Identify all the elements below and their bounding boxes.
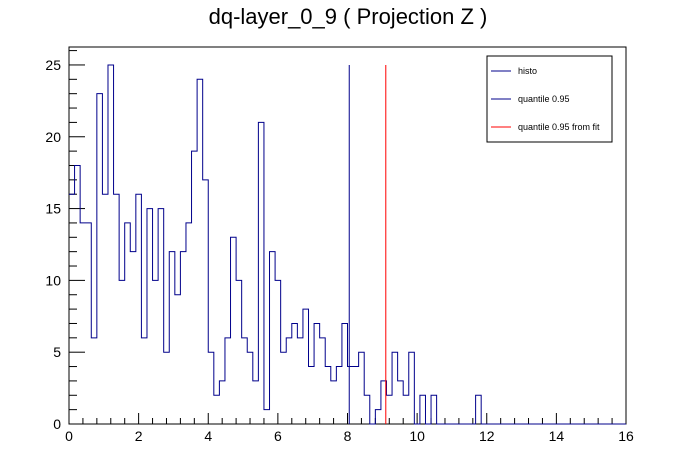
x-tick-label: 6	[274, 428, 282, 444]
x-tick-label: 10	[409, 428, 425, 444]
x-tick-label: 2	[135, 428, 143, 444]
legend-label-quantile-fit: quantile 0.95 from fit	[518, 122, 600, 132]
x-tick-label: 8	[344, 428, 352, 444]
y-tick-label: 25	[45, 57, 61, 73]
x-tick-label: 12	[479, 428, 495, 444]
x-tick-label: 14	[549, 428, 565, 444]
legend-label-quantile: quantile 0.95	[518, 94, 570, 104]
legend: histo quantile 0.95 quantile 0.95 from f…	[486, 55, 613, 143]
chart-marks	[69, 64, 626, 425]
x-tick-label: 16	[618, 428, 634, 444]
histogram-series-histo	[69, 64, 626, 425]
y-tick-label: 10	[45, 272, 61, 288]
y-tick-label: 0	[53, 416, 61, 432]
chart-title: dq-layer_0_9 ( Projection Z )	[209, 4, 488, 29]
axis-tick-labels: 0 2 4 6 8 10 12 14 16 0 5 10 15 20 25	[45, 57, 634, 444]
axis-ticks	[68, 50, 627, 425]
y-tick-label: 5	[53, 344, 61, 360]
x-tick-label: 0	[65, 428, 73, 444]
x-tick-label: 4	[204, 428, 212, 444]
y-tick-label: 15	[45, 201, 61, 217]
legend-label-histo: histo	[518, 66, 537, 76]
y-tick-label: 20	[45, 129, 61, 145]
